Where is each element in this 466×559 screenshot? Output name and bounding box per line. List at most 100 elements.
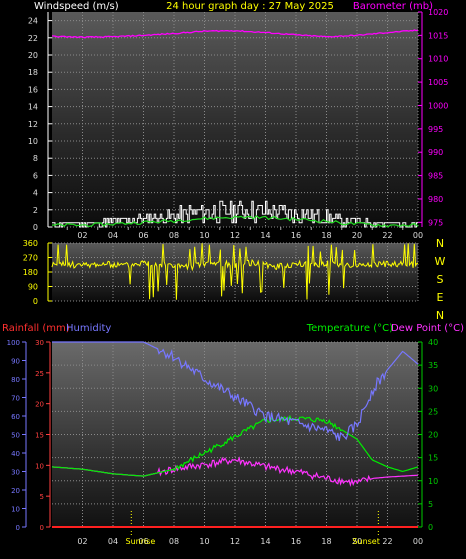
direction-plot-series [51,243,419,300]
humidity-series-line [52,341,419,442]
wind-y-tick-label: 22 [28,34,38,43]
wind-x-tick-label: 14 [260,231,270,240]
baro-y-tick-label: 1015 [428,31,448,40]
temp-x-tick-label: 00 [413,537,423,546]
humidity-y-tick-label: 70 [11,395,20,403]
temp-y-tick-label: 30 [428,384,438,393]
rain-y-tick-label: 20 [35,401,44,409]
compass-label: N [436,309,444,322]
temp-y-tick-label: 35 [428,361,438,370]
sun-event-label: Sunrise [126,537,156,546]
rain-y-tick-label: 10 [35,462,44,470]
humidity-y-tick-label: 30 [11,469,20,477]
compass-label: S [437,273,444,286]
temp-x-tick-label: 02 [77,537,87,546]
temp-y-tick-label: 25 [428,407,438,416]
temperature-axis-title: Temperature (°C) [306,323,393,334]
wind-x-tick-label: 12 [230,231,240,240]
rainfall-axis-title: Rainfall (mm) [2,323,70,334]
direction-y-tick-label: 270 [23,254,38,263]
temp-y-tick-label: 40 [428,338,438,347]
direction-y-tick-label: 180 [23,268,38,277]
rain-y-tick-label: 25 [35,370,44,378]
wind-x-tick-label: 20 [352,231,362,240]
humidity-y-tick-label: 0 [16,524,20,532]
baro-y-tick-label: 1005 [428,78,448,87]
humidity-y-tick-label: 40 [11,450,20,458]
temperature-series-line [51,414,419,477]
wind-y-tick-label: 20 [28,51,38,60]
wind-direction-series-line [51,243,419,300]
humidity-y-tick-label: 20 [11,487,20,495]
humidity-y-tick-label: 10 [11,506,20,514]
temp-x-tick-label: 22 [382,537,392,546]
temp-x-tick-label: 20 [352,537,362,546]
temperature-plot-series [51,341,419,528]
temp-y-tick-label: 15 [428,454,438,463]
compass-label: W [435,255,446,268]
dewpoint-axis-title: Dew Point (°C) [391,323,464,334]
barometer-series-line [51,29,419,39]
baro-y-tick-label: 990 [428,148,443,157]
wind-y-tick-label: 12 [28,120,38,129]
wind-x-tick-label: 22 [382,231,392,240]
wind-y-tick-label: 24 [28,17,38,26]
humidity-y-tick-label: 80 [11,376,20,384]
wind-y-tick-label: 8 [33,154,38,163]
wind-y-tick-label: 18 [28,68,38,77]
humidity-axis-title: Humidity [66,323,111,334]
wind-x-tick-label: 18 [321,231,331,240]
wind-x-tick-label: 00 [413,231,423,240]
baro-y-tick-label: 980 [428,195,443,204]
temp-x-tick-label: 16 [291,537,301,546]
wind-x-tick-label: 02 [77,231,87,240]
wind-x-tick-label: 04 [108,231,118,240]
direction-plot-grid [52,242,419,302]
temp-y-tick-label: 5 [428,500,433,509]
direction-y-tick-label: 360 [23,239,38,248]
wind-plot-ticks: 0246810121416182022249759809859909951000… [28,8,449,240]
humidity-y-tick-label: 60 [11,413,20,421]
chart-title: 24 hour graph day : 27 May 2025 [166,1,334,12]
baro-y-tick-label: 1020 [428,8,448,17]
wind-plot-series [51,29,419,228]
wind-x-tick-label: 08 [169,231,179,240]
temp-y-tick-label: 20 [428,431,438,440]
temp-x-tick-label: 06 [138,537,148,546]
temp-y-tick-label: 0 [428,523,433,532]
direction-y-tick-label: 90 [28,283,38,292]
wind-x-tick-label: 16 [291,231,301,240]
temp-y-tick-label: 10 [428,477,438,486]
wind-y-tick-label: 0 [33,223,38,232]
temp-x-tick-label: 04 [108,537,118,546]
humidity-y-tick-label: 50 [11,432,20,440]
temperature-plot-ticks: 0 5 10 15 20 25 30 35 40 0 10 20 30 40 50 60 70 80 90 10 00 5… [7,338,439,546]
baro-y-tick-label: 1010 [428,55,448,64]
temp-x-tick-label: 12 [230,537,240,546]
direction-y-tick-label: 0 [33,297,38,306]
baro-y-tick-label: 985 [428,172,443,181]
wind-plot-area [52,12,418,227]
wind-y-tick-label: 4 [33,189,38,198]
average-wind-series-line [51,215,419,228]
humidity-y-tick-label: 100 [7,339,20,347]
sun-event-label: Sunset [352,537,379,546]
compass-label: E [437,291,444,304]
rain-y-tick-label: 5 [40,493,44,501]
wind-y-tick-label: 14 [28,103,38,112]
baro-y-tick-label: 975 [428,218,443,227]
wind-y-tick-label: 6 [33,171,38,180]
compass-label: N [436,237,444,250]
baro-y-tick-label: 1000 [428,101,448,110]
wind-x-tick-label: 06 [138,231,148,240]
temp-x-tick-label: 08 [169,537,179,546]
humidity-y-tick-label: 90 [11,358,20,366]
temp-x-tick-label: 18 [321,537,331,546]
wind-y-tick-label: 2 [33,206,38,215]
windspeed-axis-title: Windspeed (m/s) [34,1,119,12]
rain-y-tick-label: 30 [35,339,44,347]
baro-y-tick-label: 995 [428,125,443,134]
